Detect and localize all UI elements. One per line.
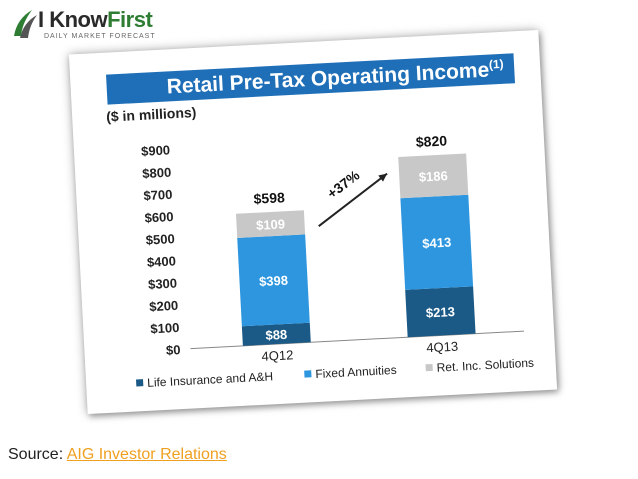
y-tick-label: $100 [150, 320, 180, 336]
bar-segment [400, 194, 474, 290]
bar-segment [241, 322, 311, 346]
bar-segment [237, 234, 310, 327]
logo-name-part1: I Know [38, 7, 108, 32]
bar-segment [235, 210, 306, 238]
y-tick-label: $800 [142, 165, 172, 181]
y-tick-label: $400 [147, 253, 177, 269]
source-label: Source: [8, 446, 64, 463]
x-tick-label: 4Q13 [426, 339, 459, 356]
growth-arrow-head-icon [378, 173, 388, 182]
y-tick-label: $200 [149, 298, 179, 314]
bar-value-label: $213 [426, 304, 456, 320]
legend-label: Fixed Annuities [315, 363, 397, 381]
legend-swatch [135, 379, 144, 387]
bar-total-label: $598 [253, 189, 285, 207]
growth-arrow-line [318, 172, 388, 227]
bar-segment [398, 153, 469, 199]
logo-tagline: DAILY MARKET FORECAST [44, 33, 156, 40]
bar-value-label: $88 [265, 327, 287, 343]
x-tick-label: 4Q12 [261, 347, 294, 364]
logo-name-part2: First [107, 7, 153, 32]
source-line: Source: AIG Investor Relations [8, 446, 227, 464]
y-tick-label: $600 [144, 209, 174, 225]
stacked-bar-chart: $0 $100 $200 $300 $400 $500 $600 $700 $800 $900 $8… [135, 132, 534, 390]
logo: I KnowFirst DAILY MARKET FORECAST [10, 6, 170, 46]
legend-swatch [304, 370, 312, 378]
slide-card: Retail Pre-Tax Operating Income(1) ($ in… [68, 29, 558, 415]
y-tick-label: $900 [141, 142, 171, 158]
logo-name: I KnowFirst [38, 7, 153, 33]
bar-value-label: $413 [422, 235, 452, 251]
source-link[interactable]: AIG Investor Relations [66, 446, 227, 463]
legend-label: Life Insurance and A&H [147, 369, 274, 390]
bar-value-label: $109 [256, 216, 286, 232]
chart-slide: Retail Pre-Tax Operating Income(1) ($ in… [68, 29, 558, 415]
bar-segment [405, 286, 476, 338]
logo-mark-icon [14, 10, 37, 38]
bar-value-label: $398 [259, 273, 289, 289]
y-tick-label: $700 [143, 187, 173, 203]
legend-label: Ret. Inc. Solutions [436, 356, 534, 375]
bar-total-label: $820 [415, 132, 447, 150]
legend-swatch [425, 363, 433, 372]
y-tick-label: $500 [145, 231, 175, 247]
bar-value-label: $186 [418, 168, 448, 184]
y-tick-label: $0 [166, 342, 181, 358]
y-tick-label: $300 [148, 276, 178, 292]
